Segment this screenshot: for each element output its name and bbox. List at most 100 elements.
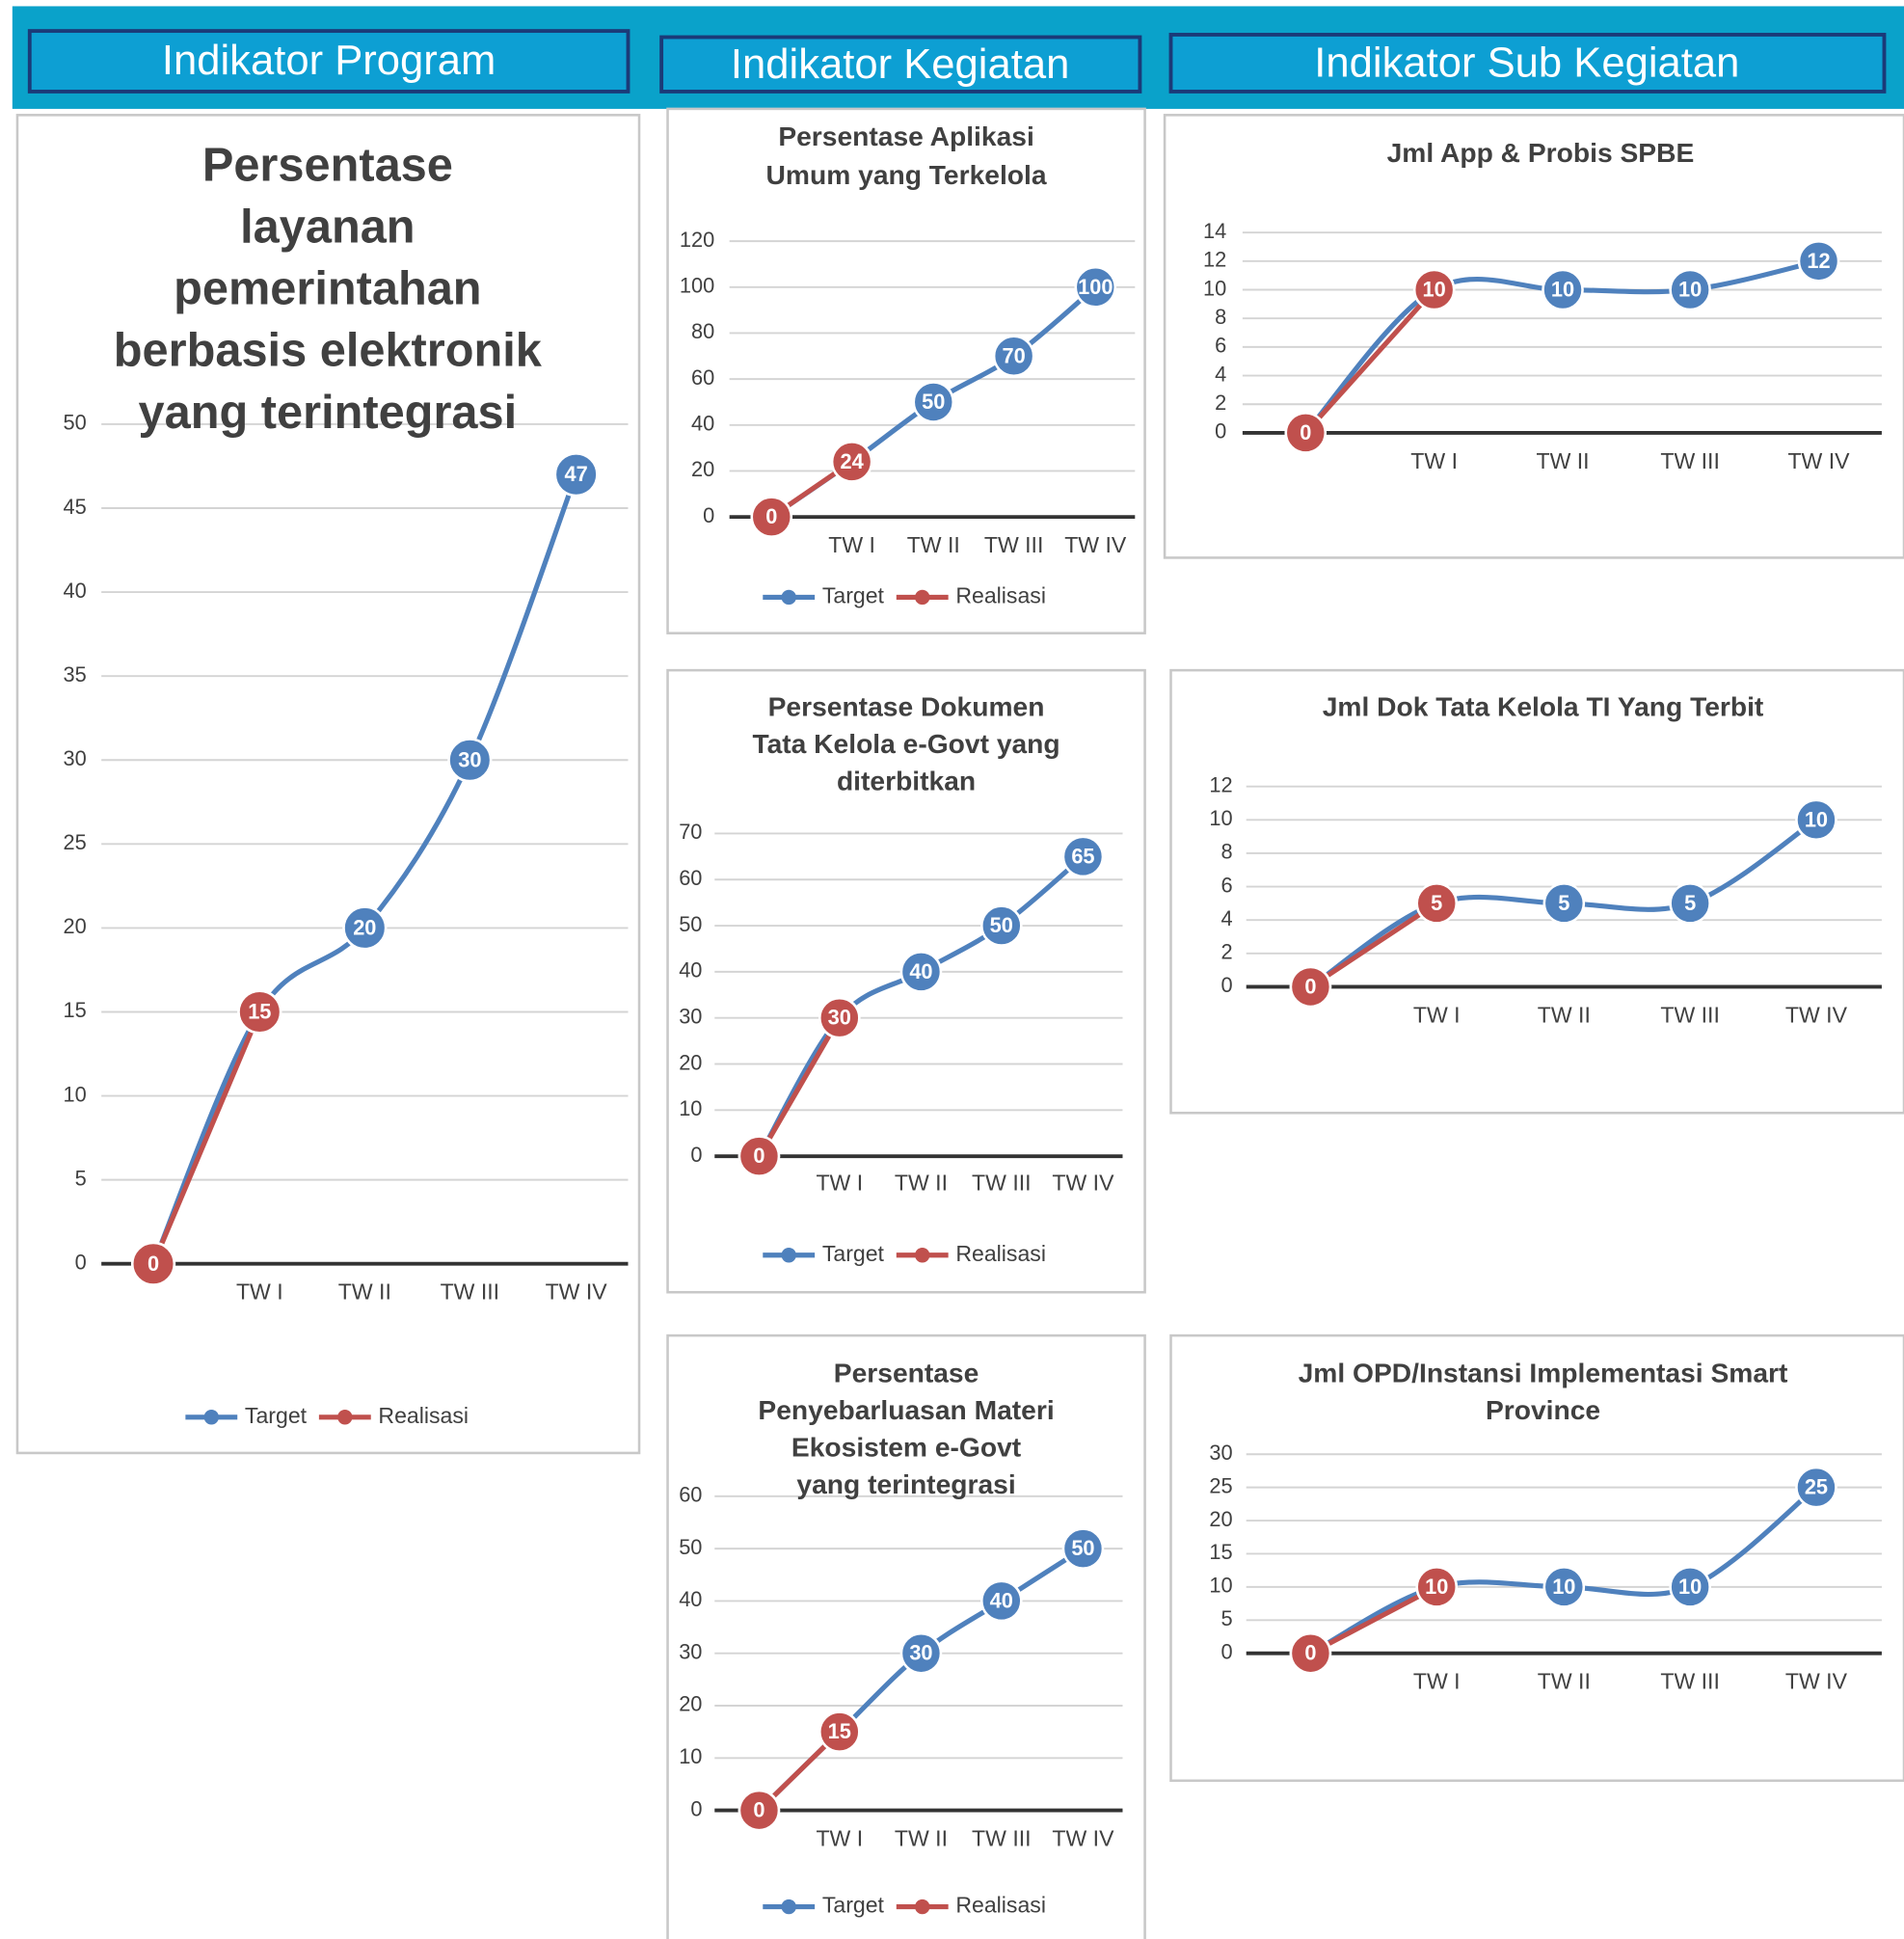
data-point [979, 904, 1023, 947]
legend-marker [915, 1248, 930, 1263]
data-point [553, 452, 599, 498]
data-point [818, 1710, 861, 1753]
chart-title: yang terintegrasi [139, 387, 518, 439]
y-tick-label: 30 [679, 1004, 702, 1028]
y-tick-label: 0 [1215, 419, 1226, 444]
x-tick-label: TW I [1413, 1002, 1461, 1027]
chart-title: Penyebarluasan Materi [758, 1394, 1054, 1425]
data-point [899, 951, 943, 993]
x-tick-label: TW II [338, 1279, 391, 1305]
header-box [659, 35, 1142, 94]
chart-title: Jml OPD/Instansi Implementasi Smart [1299, 1358, 1788, 1388]
data-label: 65 [1071, 844, 1094, 868]
data-point [1074, 265, 1117, 309]
data-label: 10 [1423, 278, 1446, 302]
y-tick-label: 2 [1215, 390, 1226, 415]
data-label: 0 [147, 1252, 159, 1276]
data-point [342, 905, 388, 951]
chart-title: diterbitkan [837, 765, 976, 795]
data-point [818, 996, 861, 1039]
y-tick-label: 20 [679, 1050, 702, 1074]
data-label: 47 [565, 462, 588, 486]
x-tick-label: TW II [1538, 1669, 1591, 1694]
y-tick-label: 50 [679, 1535, 702, 1559]
data-label: 50 [990, 913, 1013, 937]
y-tick-label: 15 [64, 998, 87, 1022]
legend-label: Target [822, 1893, 885, 1918]
y-tick-label: 0 [703, 503, 714, 527]
chart-title: Persentase Dokumen [768, 690, 1045, 721]
x-tick-label: TW I [1410, 448, 1458, 473]
x-tick-label: TW III [1660, 448, 1720, 473]
data-label: 10 [1425, 1575, 1448, 1599]
x-tick-label: TW IV [1785, 1002, 1848, 1027]
data-point [130, 1241, 176, 1286]
x-tick-label: TW III [441, 1279, 500, 1305]
data-point [1412, 268, 1456, 311]
x-tick-label: TW III [972, 1171, 1032, 1196]
data-label: 24 [840, 449, 863, 473]
chart-title: Jml Dok Tata Kelola TI Yang Terbit [1323, 690, 1764, 721]
series-line [150, 1010, 262, 1265]
x-tick-label: TW II [1538, 1002, 1591, 1027]
data-label: 0 [1300, 420, 1311, 444]
data-point [237, 989, 282, 1035]
data-label: 70 [1002, 343, 1025, 367]
y-tick-label: 30 [679, 1639, 702, 1663]
data-label: 5 [1431, 891, 1442, 915]
x-tick-label: TW III [1660, 1002, 1720, 1027]
y-tick-label: 60 [679, 1483, 702, 1507]
y-tick-label: 8 [1220, 840, 1232, 864]
y-tick-label: 2 [1220, 940, 1232, 964]
y-tick-label: 4 [1220, 906, 1232, 930]
y-tick-label: 60 [691, 365, 714, 390]
header-title: Indikator Sub Kegiatan [1314, 40, 1739, 87]
data-label: 30 [458, 747, 481, 771]
chart-title: yang terintegrasi [796, 1468, 1015, 1499]
y-tick-label: 50 [679, 912, 702, 936]
y-tick-label: 6 [1215, 334, 1226, 358]
data-label: 10 [1552, 1575, 1575, 1599]
legend-label: Realisasi [955, 1241, 1046, 1266]
data-point [1061, 1527, 1105, 1570]
legend-label: Realisasi [955, 1893, 1046, 1918]
chart-title: Jml App & Probis SPBE [1387, 137, 1695, 168]
chart-panel [1169, 1333, 1904, 1783]
y-tick-label: 35 [64, 662, 87, 687]
data-label: 15 [248, 1000, 271, 1024]
legend-marker [781, 589, 796, 606]
y-tick-label: 25 [64, 830, 87, 854]
data-label: 30 [828, 1006, 851, 1030]
data-label: 20 [353, 915, 376, 939]
y-tick-label: 10 [1209, 1574, 1232, 1598]
y-tick-label: 20 [1209, 1507, 1232, 1531]
data-label: 5 [1558, 891, 1569, 915]
y-tick-label: 0 [75, 1250, 87, 1274]
y-tick-label: 20 [64, 914, 87, 938]
chart-title: layanan [240, 201, 415, 253]
data-point [979, 1579, 1023, 1623]
x-tick-label: TW IV [1785, 1669, 1848, 1694]
chart-title: Ekosistem e-Govt [791, 1432, 1022, 1463]
header-title: Indikator Program [162, 38, 496, 84]
data-label: 0 [1304, 1641, 1316, 1665]
y-tick-label: 40 [679, 1587, 702, 1611]
y-tick-label: 10 [679, 1096, 702, 1120]
data-point [1415, 882, 1459, 925]
x-tick-label: TW III [972, 1825, 1032, 1850]
x-tick-label: TW IV [1052, 1171, 1114, 1196]
legend-marker [337, 1410, 353, 1425]
data-point [737, 1135, 781, 1177]
data-label: 25 [1805, 1475, 1828, 1499]
y-tick-label: 10 [64, 1082, 87, 1106]
data-point [899, 1631, 943, 1675]
x-tick-label: TW I [828, 532, 875, 557]
y-tick-label: 20 [691, 457, 714, 481]
y-tick-label: 30 [1209, 1441, 1232, 1465]
legend-marker [781, 1899, 796, 1915]
y-tick-label: 15 [1209, 1540, 1232, 1564]
chart-title: Persentase Aplikasi [778, 121, 1033, 151]
y-tick-label: 40 [691, 412, 714, 436]
